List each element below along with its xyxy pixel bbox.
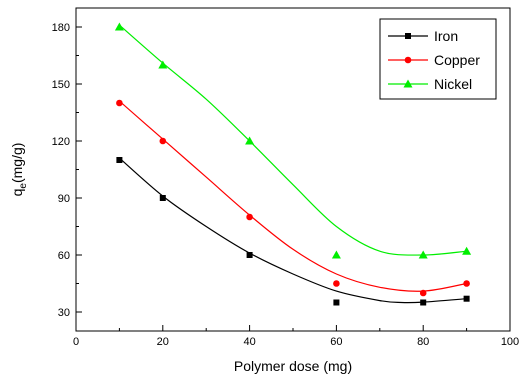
fit-curve-nickel: [119, 24, 467, 256]
x-tick-label: 60: [330, 336, 342, 348]
y-axis-ticks: 30 60 90 120 150 180: [52, 22, 82, 319]
x-tick-label: 20: [157, 336, 169, 348]
y-axis-label-subscript: e: [18, 183, 29, 189]
data-point-iron: [463, 295, 470, 302]
data-markers: [114, 22, 472, 306]
legend-label-copper: Copper: [434, 52, 480, 68]
data-point-copper: [419, 289, 427, 297]
y-axis-label: qe(mg/g): [9, 143, 29, 197]
y-tick-label: 30: [58, 307, 70, 319]
legend-label-iron: Iron: [434, 28, 458, 44]
data-point-nickel: [418, 250, 428, 259]
data-point-copper: [246, 213, 253, 221]
legend: Iron Copper Nickel: [379, 18, 497, 100]
data-point-copper: [159, 137, 167, 145]
legend-box: [379, 18, 497, 100]
y-tick-label: 150: [52, 79, 70, 91]
data-point-nickel: [245, 136, 255, 145]
data-point-copper: [333, 280, 340, 287]
legend-marker-nickel: [403, 79, 413, 88]
data-point-iron: [420, 299, 427, 306]
x-tick-label: 100: [501, 336, 519, 348]
data-point-nickel: [114, 22, 124, 31]
x-axis-label: Polymer dose (mg): [234, 358, 352, 374]
data-point-copper: [463, 280, 470, 287]
fit-curve-copper: [119, 100, 467, 292]
fit-curve-iron: [119, 157, 467, 304]
x-tick-label: 0: [73, 336, 79, 348]
legend-marker-copper: [404, 56, 412, 64]
data-point-nickel: [462, 246, 472, 255]
data-point-copper: [116, 99, 123, 107]
y-tick-label: 120: [52, 136, 70, 148]
legend-label-nickel: Nickel: [434, 76, 472, 92]
data-point-iron: [246, 252, 253, 258]
y-axis-label-main: q: [9, 189, 25, 197]
fit-curves: [119, 24, 467, 304]
x-tick-label: 40: [243, 336, 255, 348]
legend-marker-iron: [405, 33, 411, 39]
y-tick-label: 60: [58, 250, 70, 262]
data-point-iron: [159, 195, 166, 201]
y-tick-label: 90: [58, 193, 70, 205]
data-point-iron: [333, 299, 340, 306]
data-point-nickel: [331, 250, 341, 259]
data-point-iron: [116, 157, 123, 163]
y-axis-label-units: (mg/g): [9, 143, 25, 183]
x-axis-ticks: 0 20 40 60 80 100: [73, 325, 519, 348]
y-tick-label: 180: [52, 22, 70, 34]
data-point-nickel: [158, 60, 168, 69]
x-tick-label: 80: [417, 336, 429, 348]
